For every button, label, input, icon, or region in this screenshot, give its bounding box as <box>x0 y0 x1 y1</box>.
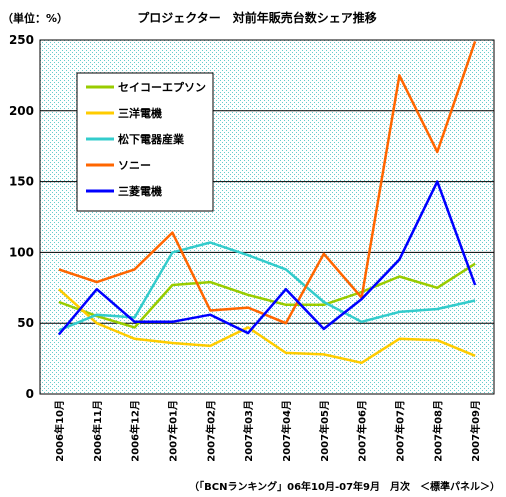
x-tick-label: 2007年05月 <box>318 400 331 462</box>
legend-label: セイコーエプソン <box>118 80 206 94</box>
series-line-5 <box>57 180 477 336</box>
x-tick-label: 2007年06月 <box>356 400 369 462</box>
y-tick-label: 150 <box>9 175 34 189</box>
series-line-2 <box>58 288 476 365</box>
x-tick-label: 2007年03月 <box>242 400 255 462</box>
source-note: （「BCNランキング」06年10月-07年9月 月次 ＜標準パネル＞） <box>189 480 500 493</box>
x-tick-label: 2007年09月 <box>469 400 482 462</box>
y-tick-label: 0 <box>26 387 34 401</box>
chart-title: プロジェクター 対前年販売台数シェア推移 <box>137 10 377 25</box>
legend-label: 三洋電機 <box>118 106 162 120</box>
x-tick-label: 2006年10月 <box>53 400 66 462</box>
y-tick-label: 200 <box>9 104 34 118</box>
series-line-4 <box>58 40 477 325</box>
legend-label: 三菱電機 <box>118 184 162 198</box>
y-tick-label: 50 <box>17 316 34 330</box>
legend-label: ソニー <box>118 159 151 172</box>
unit-label: （単位：%） <box>2 11 68 25</box>
x-tick-label: 2006年11月 <box>91 400 104 462</box>
y-tick-label: 250 <box>9 33 34 47</box>
x-tick-label: 2007年07月 <box>393 400 406 462</box>
x-tick-label: 2007年01月 <box>166 400 179 462</box>
x-tick-label: 2007年04月 <box>280 400 293 462</box>
y-tick-label: 100 <box>9 245 34 259</box>
legend-box <box>76 72 214 212</box>
x-tick-label: 2007年02月 <box>204 400 217 462</box>
x-tick-label: 2006年12月 <box>129 400 142 462</box>
x-tick-label: 2007年08月 <box>431 400 444 462</box>
series-line-1 <box>58 262 476 329</box>
legend-label: 松下電器産業 <box>118 132 185 146</box>
